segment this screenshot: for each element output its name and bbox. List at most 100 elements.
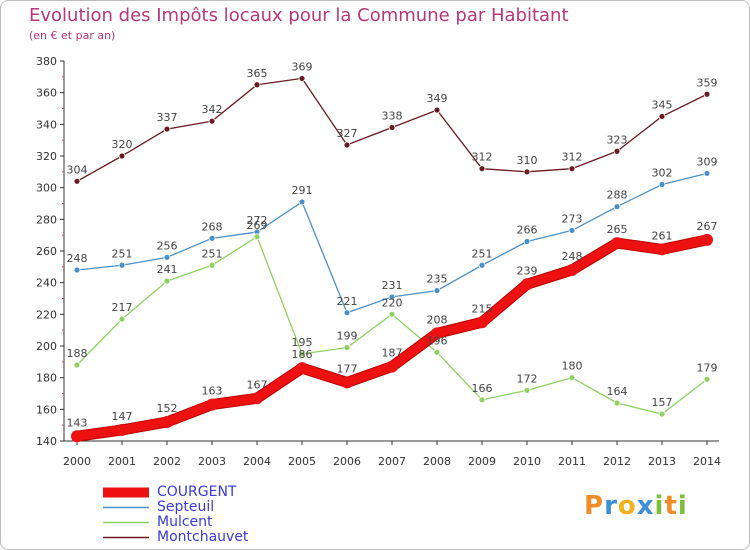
data-label: 310 — [517, 154, 538, 167]
logo-letter: r — [604, 491, 618, 521]
logo-letter: i — [677, 491, 688, 521]
data-label: 186 — [292, 348, 313, 361]
logo-letter: x — [636, 491, 655, 521]
data-point — [163, 125, 171, 133]
data-point — [388, 124, 396, 131]
data-point — [613, 203, 621, 211]
y-tick-label: 160 — [36, 403, 57, 416]
axes: 140 160 180 200 220 240 260 280 300 320 340 360 380 2… — [36, 55, 721, 468]
data-point — [613, 147, 621, 155]
x-tick-label: 2006 — [333, 455, 361, 468]
data-label: 309 — [697, 155, 718, 168]
x-tick-label: 2014 — [693, 455, 721, 468]
logo-letter: i — [654, 491, 665, 521]
chart-title: Evolution des Impôts locaux pour la Comm… — [29, 5, 569, 26]
data-point — [161, 416, 173, 428]
data-label: 147 — [112, 410, 133, 423]
data-label: 251 — [472, 247, 493, 260]
data-point — [388, 293, 396, 301]
data-label: 239 — [517, 264, 538, 277]
y-tick-label: 340 — [36, 118, 57, 131]
legend-label: Septeuil — [157, 499, 215, 515]
data-point — [298, 350, 306, 358]
data-label: 312 — [472, 151, 493, 164]
data-point — [433, 106, 441, 114]
data-point — [523, 386, 531, 394]
data-point — [611, 237, 623, 250]
x-tick-label: 2001 — [108, 455, 136, 468]
logo-letter: o — [617, 491, 637, 521]
data-point — [613, 399, 621, 407]
data-point — [73, 266, 81, 274]
data-point — [523, 238, 531, 245]
y-tick-label: 380 — [36, 55, 57, 68]
data-label: 365 — [247, 67, 268, 80]
x-tick-label: 2004 — [243, 455, 271, 468]
data-point — [73, 177, 81, 185]
data-label: 217 — [112, 301, 133, 314]
legend-item-septeuil: Septeuil — [101, 500, 248, 515]
data-label: 172 — [517, 372, 538, 385]
y-tick-label: 300 — [36, 182, 57, 195]
data-point — [206, 398, 218, 411]
data-label: 164 — [607, 385, 628, 398]
data-point — [163, 253, 171, 261]
data-label: 302 — [652, 167, 673, 180]
logo-letter: P — [584, 491, 605, 521]
data-point — [343, 344, 351, 351]
data-point — [431, 327, 443, 340]
legend-swatch — [103, 536, 149, 539]
legend-item-courgent: COURGENT — [101, 485, 248, 500]
data-point — [478, 396, 486, 404]
data-label: 188 — [67, 347, 88, 360]
data-point — [703, 170, 711, 177]
data-label: 152 — [157, 402, 178, 415]
data-point — [478, 165, 486, 173]
data-label: 323 — [607, 133, 628, 146]
data-point — [296, 362, 308, 375]
data-label: 143 — [67, 416, 88, 429]
y-tick-label: 280 — [36, 213, 57, 226]
data-label: 208 — [427, 313, 448, 326]
data-point — [433, 287, 441, 294]
data-point — [163, 277, 171, 285]
y-tick-label: 260 — [36, 245, 57, 258]
data-point — [116, 423, 128, 436]
legend-swatch — [103, 506, 149, 509]
data-label: 320 — [112, 138, 133, 151]
data-label: 248 — [562, 250, 583, 263]
y-tick-label: 220 — [36, 308, 57, 321]
data-label: 166 — [472, 382, 493, 395]
data-point — [341, 376, 353, 389]
data-label: 327 — [337, 127, 358, 140]
data-label: 235 — [427, 273, 448, 286]
logo-letter: t — [664, 491, 678, 521]
x-tick-label: 2000 — [63, 455, 91, 468]
data-point — [433, 348, 441, 356]
legend-label: Montchauvet — [157, 529, 249, 545]
data-point — [568, 165, 576, 173]
data-label: 266 — [517, 224, 538, 237]
y-tick-label: 360 — [36, 87, 57, 100]
data-label: 337 — [157, 111, 178, 124]
x-tick-label: 2012 — [603, 455, 631, 468]
data-point — [476, 316, 488, 329]
data-point — [386, 360, 398, 373]
data-point — [251, 392, 263, 405]
data-label: 195 — [292, 336, 313, 349]
data-label: 256 — [157, 239, 178, 252]
x-tick-label: 2005 — [288, 455, 316, 468]
legend-item-mulcent: Mulcent — [101, 515, 248, 530]
data-label: 157 — [652, 396, 673, 409]
data-point — [343, 141, 351, 149]
data-point — [568, 227, 576, 234]
data-point — [656, 243, 668, 256]
data-label: 241 — [157, 263, 178, 276]
data-label: 369 — [292, 60, 313, 73]
series-layer — [71, 75, 713, 443]
data-label: 167 — [247, 378, 268, 391]
legend-item-montchauvet: Montchauvet — [101, 530, 248, 545]
chart-subtitle: (en € et par an) — [29, 29, 116, 42]
